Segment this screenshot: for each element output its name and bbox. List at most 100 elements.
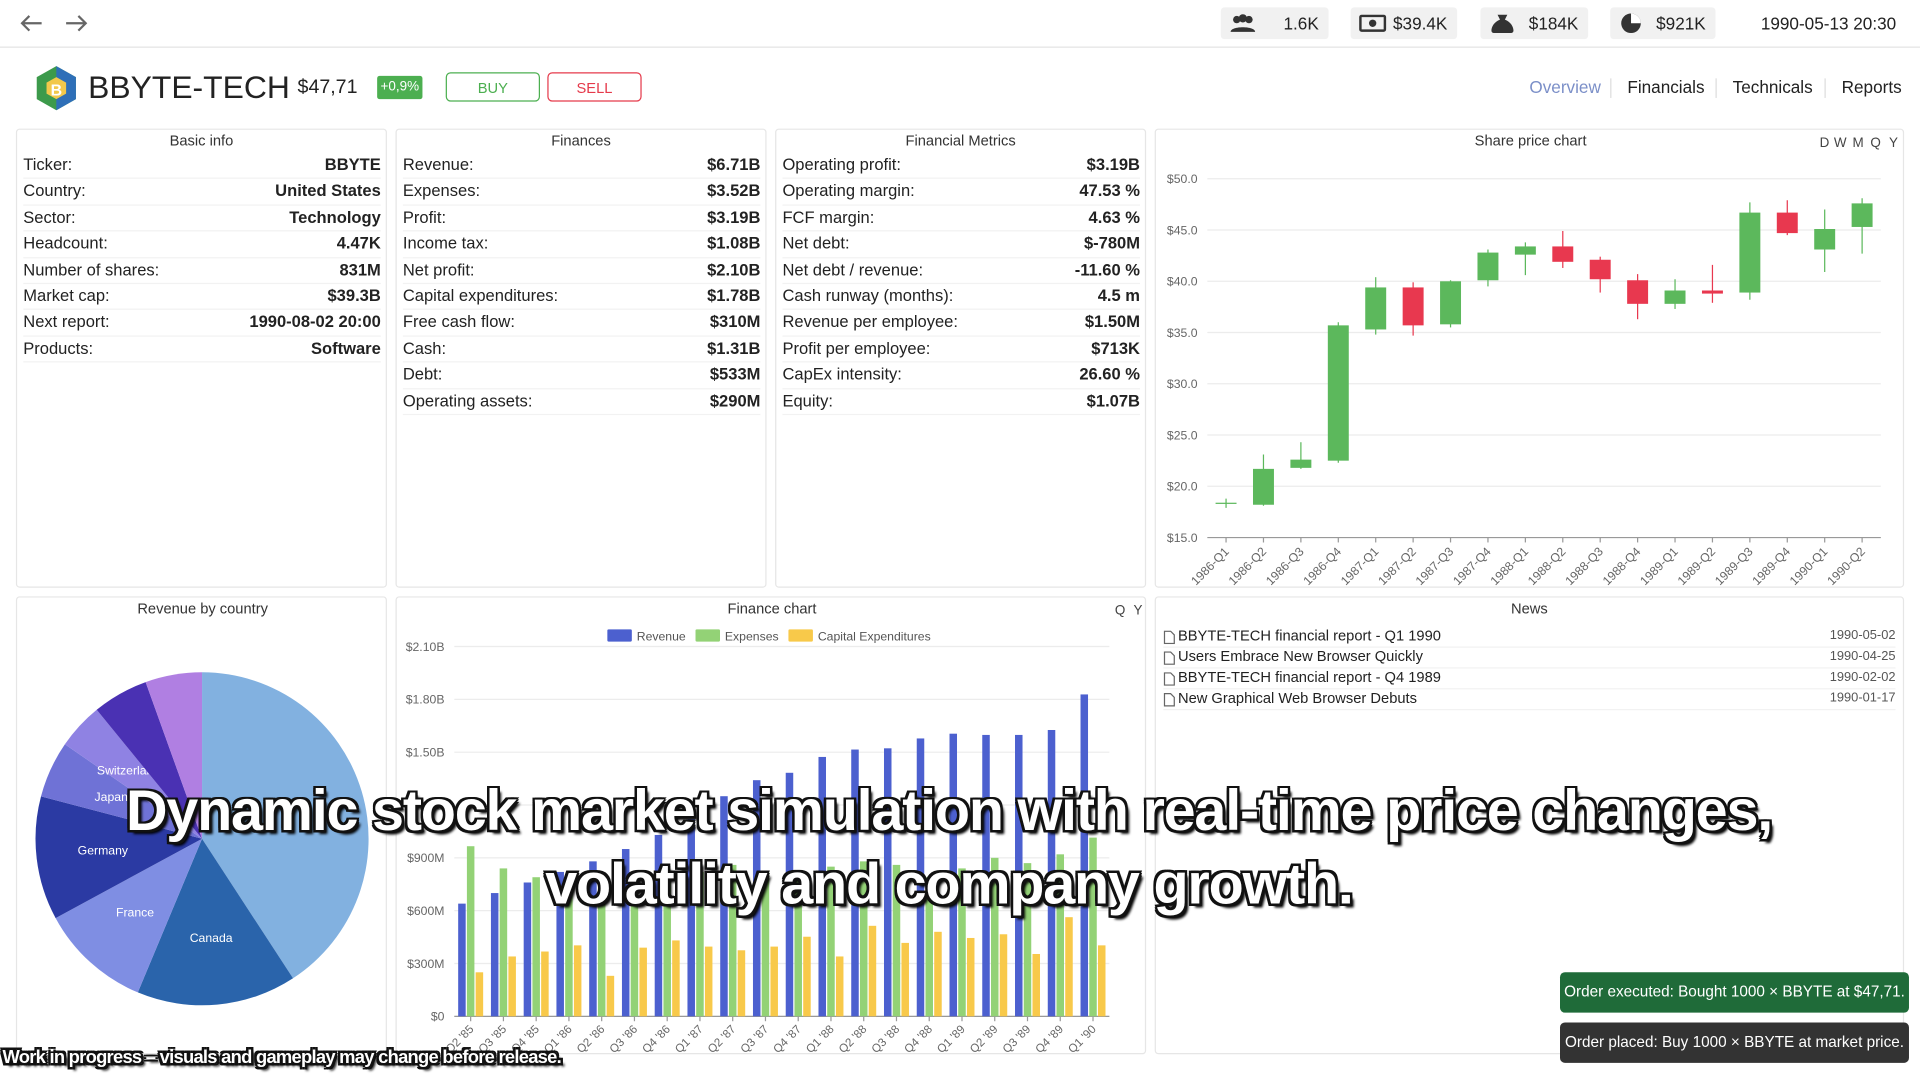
news-title: New Graphical Web Browser Debuts [1177, 689, 1417, 707]
bar [565, 889, 573, 1017]
nav-tab[interactable]: Overview [1529, 77, 1601, 97]
rows: Revenue: $6.71B Expenses: $3.52B Profit: $3.1… [402, 153, 761, 415]
stat-value: 1.6K [1283, 13, 1319, 34]
stat-value: $921K [1656, 13, 1706, 34]
info-label: Cash: [402, 338, 447, 358]
bar [794, 877, 802, 1017]
finances-panel: Finances Revenue: $6.71B Expenses: $3.52B Pro… [395, 128, 767, 588]
nav-tab[interactable]: Financials [1627, 77, 1705, 97]
bar [720, 796, 728, 1017]
info-row: Cash runway (months): 4.5 m [782, 284, 1140, 311]
nav-tab[interactable]: Technicals [1732, 77, 1813, 97]
bar [835, 956, 844, 1017]
period-button[interactable]: W [1834, 135, 1847, 150]
forward-button[interactable] [64, 12, 91, 34]
info-label: Operating assets: [402, 391, 533, 410]
x-tick-label: 1987-Q1 [1338, 544, 1382, 588]
x-tick-label: Q1 '88 [804, 1023, 837, 1056]
y-tick-label: $35.0 [1167, 326, 1198, 340]
info-value: BBYTE [324, 155, 381, 174]
info-value: 4.5 m [1097, 286, 1140, 305]
info-value: 831M [339, 260, 381, 279]
news-item[interactable]: New Graphical Web Browser Debuts 1990-01-… [1163, 688, 1896, 711]
period-button[interactable]: Q [1870, 135, 1880, 150]
period-button[interactable]: Y [1133, 603, 1142, 618]
news-item[interactable]: BBYTE-TECH financial report - Q4 1989 199… [1163, 667, 1896, 690]
pie-slice [145, 672, 203, 839]
info-value: $1.08B [707, 234, 761, 253]
news-item[interactable]: BBYTE-TECH financial report - Q1 1990 199… [1163, 626, 1896, 648]
x-tick-label: 1986-Q3 [1263, 544, 1307, 588]
bar [475, 972, 484, 1017]
nav-separator [1715, 78, 1717, 98]
y-tick-label: $40.0 [1167, 275, 1198, 289]
pie-slice [96, 682, 203, 839]
period-button[interactable]: Y [1889, 135, 1898, 150]
info-row: Operating profit: $3.19B [782, 153, 1140, 180]
toast-success[interactable]: Order executed: Bought 1000 × BBYTE at $… [1560, 972, 1909, 1013]
x-tick-label: 1987-Q4 [1450, 544, 1494, 588]
nav-tab[interactable]: Reports [1841, 77, 1902, 97]
doc-icon [1163, 672, 1175, 686]
bar [606, 975, 615, 1017]
doc-icon-shape [1163, 672, 1175, 686]
x-tick-label: Q3 '87 [738, 1023, 771, 1056]
info-row: Products: Software [23, 336, 381, 363]
info-row: Profit: $3.19B [402, 205, 761, 232]
info-row: Net profit: $2.10B [402, 258, 761, 285]
panel-title: News [1511, 600, 1548, 618]
period-button[interactable]: D [1820, 135, 1830, 150]
buy-button[interactable]: BUY [445, 72, 540, 102]
bar [704, 946, 713, 1017]
news-item[interactable]: Users Embrace New Browser Quickly 1990-04… [1163, 647, 1896, 669]
info-row: Country: United States [23, 179, 381, 206]
info-value: 1990-08-02 20:00 [249, 312, 381, 332]
bar [573, 945, 582, 1017]
stat-employees: 1.6K [1220, 7, 1329, 40]
info-label: Income tax: [402, 234, 489, 253]
x-tick-label: Q2 '87 [705, 1023, 738, 1056]
candle-body [1552, 246, 1574, 262]
sell-button[interactable]: SELL [547, 72, 642, 102]
news-date: 1990-01-17 [1829, 690, 1896, 706]
back-button[interactable] [17, 12, 44, 34]
info-label: Profit per employee: [782, 338, 931, 358]
stat-money-bag: $184K [1480, 7, 1589, 40]
x-tick-label: 1989-Q1 [1637, 544, 1681, 588]
info-row: Market cap: $39.3B [23, 284, 381, 311]
info-label: Number of shares: [23, 260, 160, 279]
info-row: Operating margin: 47.53 % [782, 179, 1140, 206]
legend-label: Revenue [637, 629, 686, 643]
toast-info[interactable]: Order placed: Buy 1000 × BBYTE at market… [1560, 1022, 1909, 1063]
info-value: 47.53 % [1079, 181, 1140, 201]
slice-label: Japan [95, 790, 129, 804]
info-label: Profit: [402, 207, 447, 227]
info-label: Country: [23, 181, 86, 201]
y-tick-label: $1.20B [406, 798, 445, 812]
info-label: Revenue: [402, 155, 474, 174]
info-label: Net profit: [402, 260, 475, 279]
pie-chart: Revenue by country Canada France Germany Jap… [35, 601, 369, 1006]
news-title: BBYTE-TECH financial report - Q4 1989 [1177, 668, 1441, 686]
legend-label: Expenses [725, 629, 779, 643]
x-tick-label: 1988-Q1 [1488, 544, 1532, 588]
bar [934, 931, 942, 1017]
info-row: Debt: $533M [402, 363, 761, 389]
panel-title: Basic info [169, 132, 234, 150]
bar [761, 871, 770, 1017]
info-row: Number of shares: 831M [23, 258, 381, 285]
x-tick-label: 1987-Q3 [1413, 544, 1457, 588]
x-tick-label: Q4 '86 [640, 1023, 673, 1056]
bar [621, 849, 630, 1017]
info-value: 4.47K [336, 234, 381, 253]
info-row: Equity: $1.07B [782, 389, 1140, 415]
candle-body [1814, 229, 1836, 250]
period-button[interactable]: M [1852, 135, 1863, 150]
slice-label: Germany [78, 843, 129, 857]
stat-value: $39.4K [1393, 13, 1448, 34]
info-label: Headcount: [23, 234, 108, 253]
info-label: Sector: [23, 207, 76, 227]
period-button[interactable]: Q [1115, 603, 1125, 618]
news-title: BBYTE-TECH financial report - Q1 1990 [1177, 626, 1441, 645]
pie-slice [202, 672, 369, 979]
